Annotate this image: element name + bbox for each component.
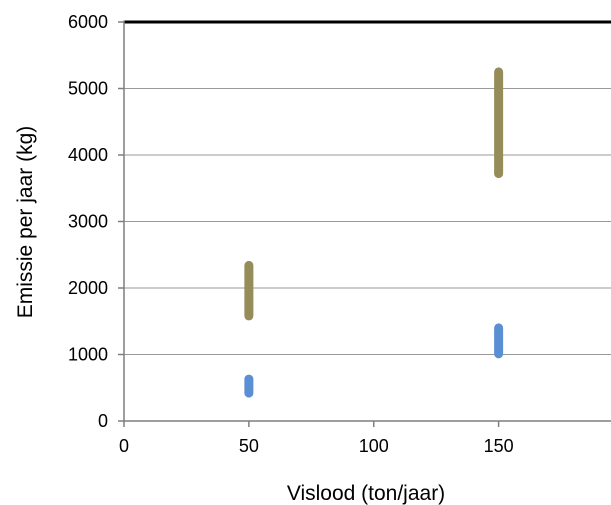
x-tick-label: 150 (484, 436, 514, 456)
y-tick-label: 5000 (68, 79, 108, 99)
x-tick-label: 0 (119, 436, 129, 456)
y-tick-label: 3000 (68, 212, 108, 232)
x-tick-label: 50 (239, 436, 259, 456)
plot-area-frame (123, 20, 611, 422)
y-axis-title: Emissie per jaar (kg) (14, 126, 37, 319)
x-tick-label: 100 (359, 436, 389, 456)
data-series (244, 67, 504, 398)
y-tick-label: 2000 (68, 278, 108, 298)
x-tick-labels: 0 50 100 150 (119, 421, 514, 456)
y-tick-label: 4000 (68, 145, 108, 165)
y-tick-label: 0 (98, 411, 108, 431)
x-axis-title: Vislood (ton/jaar) (287, 482, 445, 505)
y-tick-label: 6000 (68, 12, 108, 32)
y-tick-labels: 0 1000 2000 3000 4000 5000 6000 (68, 12, 124, 431)
y-tick-label: 1000 (68, 345, 108, 365)
gridlines (124, 88, 611, 355)
